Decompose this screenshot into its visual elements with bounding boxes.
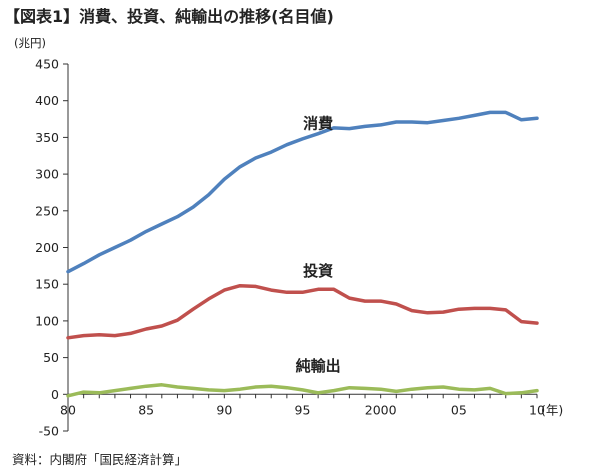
series-line bbox=[66, 283, 539, 340]
y-tick-label: 350 bbox=[35, 130, 59, 145]
y-tick-label: 200 bbox=[35, 240, 59, 255]
y-tick-label: 100 bbox=[35, 313, 59, 328]
y-axis-label: (兆円) bbox=[14, 36, 46, 50]
y-tick-label: 400 bbox=[35, 93, 59, 108]
y-tick-label: 250 bbox=[35, 203, 59, 218]
x-axis-label: (年) bbox=[541, 402, 563, 417]
y-tick-label: 450 bbox=[35, 57, 59, 72]
series-label: 消費 bbox=[303, 115, 333, 133]
x-tick-label: 05 bbox=[451, 402, 467, 417]
series-label: 純輸出 bbox=[296, 357, 341, 375]
series-label: 投資 bbox=[303, 262, 333, 280]
x-tick-label: 90 bbox=[216, 402, 232, 417]
source-note: 資料：内閣府「国民経済計算」 bbox=[12, 452, 188, 467]
x-tick-label: 10 bbox=[529, 402, 545, 417]
x-tick-label: 80 bbox=[60, 402, 76, 417]
y-tick-label: 0 bbox=[51, 387, 59, 402]
chart-title: 【図表1】消費、投資、純輸出の推移(名目値) bbox=[4, 7, 334, 26]
series-line bbox=[66, 383, 539, 398]
x-tick-label: 2000 bbox=[365, 402, 397, 417]
y-tick-label: -50 bbox=[39, 424, 59, 439]
y-tick-label: 300 bbox=[35, 167, 59, 182]
series-line bbox=[66, 110, 539, 274]
x-tick-label: 95 bbox=[295, 402, 311, 417]
x-tick-label: 85 bbox=[138, 402, 154, 417]
y-tick-label: 150 bbox=[35, 277, 59, 292]
y-tick-label: 50 bbox=[43, 350, 59, 365]
